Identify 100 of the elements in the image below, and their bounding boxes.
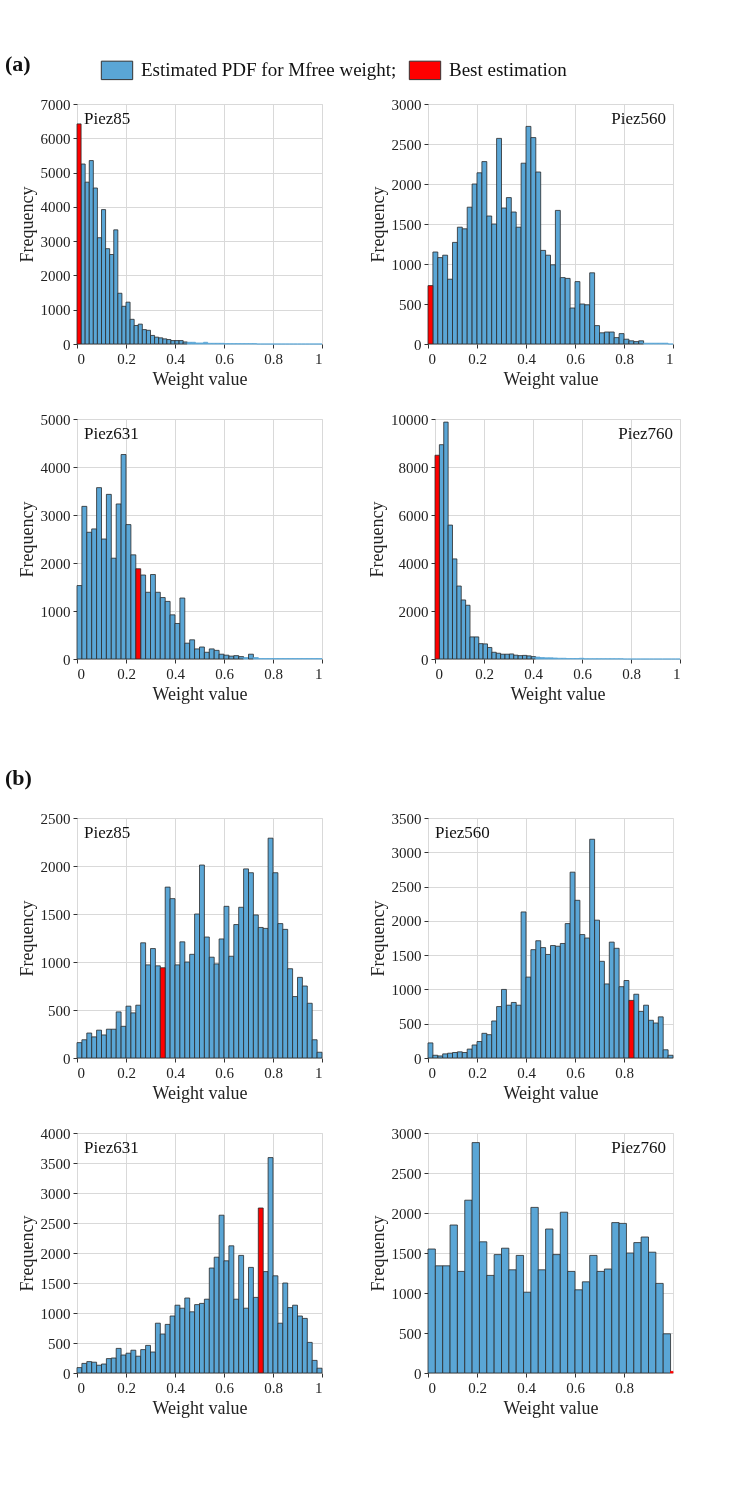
x-tick-label: 0.2 <box>117 350 136 367</box>
y-tick-label: 6000 <box>398 507 429 524</box>
y-tick-label: 1500 <box>391 947 422 964</box>
y-tick-label: 2000 <box>40 555 71 572</box>
x-tick-label: 0.8 <box>264 665 283 682</box>
x-tick-label: 0.8 <box>264 1379 283 1396</box>
x-tick-label: 0.4 <box>517 350 537 367</box>
y-tick-label: 1000 <box>391 256 422 273</box>
y-tick-label: 500 <box>399 1016 422 1033</box>
x-axis-title: Weight value <box>503 368 599 389</box>
x-axis-title: Weight value <box>503 1397 599 1418</box>
y-tick-label: 8000 <box>398 459 429 476</box>
x-tick-label: 0.6 <box>573 665 593 682</box>
y-tick-label: 500 <box>399 296 422 313</box>
y-tick-label: 0 <box>63 1365 71 1382</box>
y-tick-label: 2000 <box>40 267 71 284</box>
y-tick-label: 0 <box>414 336 422 353</box>
y-tick-label: 1500 <box>391 1245 422 1262</box>
y-tick-label: 2500 <box>391 1165 422 1182</box>
y-tick-label: 2500 <box>40 810 71 827</box>
chart-title: Piez760 <box>611 1138 666 1157</box>
x-tick-label: 0.2 <box>475 665 494 682</box>
y-tick-label: 2500 <box>391 136 422 153</box>
y-tick-label: 3000 <box>40 233 71 250</box>
x-axis-title: Weight value <box>503 1082 599 1103</box>
x-tick-label: 0 <box>77 1064 85 1081</box>
x-tick-label: 1 <box>315 1379 323 1396</box>
x-tick-label: 1 <box>666 350 674 367</box>
y-tick-label: 3500 <box>40 1155 71 1172</box>
y-tick-label: 3000 <box>391 1125 422 1142</box>
y-tick-label: 0 <box>63 1050 71 1067</box>
legend-label: Estimated PDF for Mfree weight; <box>141 59 397 81</box>
y-tick-label: 3000 <box>40 1185 71 1202</box>
x-tick-label: 0.2 <box>117 1379 136 1396</box>
y-axis-title: Frequency <box>367 186 388 263</box>
x-axis-title: Weight value <box>152 1397 248 1418</box>
x-tick-label: 0.6 <box>566 350 586 367</box>
x-tick-label: 0.8 <box>615 350 634 367</box>
y-tick-label: 1000 <box>40 302 71 319</box>
x-tick-label: 1 <box>315 665 323 682</box>
y-axis-title: Frequency <box>16 1215 37 1292</box>
y-tick-label: 2500 <box>391 879 422 896</box>
text: (b) <box>5 765 32 790</box>
x-tick-label: 0 <box>77 1379 85 1396</box>
chart-title: Piez560 <box>611 109 666 128</box>
y-tick-label: 2000 <box>391 1205 422 1222</box>
x-tick-label: 0.4 <box>524 665 544 682</box>
y-tick-label: 2000 <box>40 858 71 875</box>
y-tick-label: 0 <box>414 1365 422 1382</box>
y-tick-label: 3000 <box>40 507 71 524</box>
y-tick-label: 1500 <box>40 1275 71 1292</box>
x-tick-label: 0.4 <box>166 665 186 682</box>
x-tick-label: 0.6 <box>215 1379 235 1396</box>
x-tick-label: 0.2 <box>468 1379 487 1396</box>
y-axis-title: Frequency <box>367 900 388 977</box>
chart-title: Piez85 <box>84 109 131 128</box>
legend-label: Best estimation <box>449 59 568 81</box>
y-tick-label: 0 <box>421 651 429 668</box>
x-tick-label: 0.6 <box>215 665 235 682</box>
y-tick-label: 6000 <box>40 130 71 147</box>
y-tick-label: 1500 <box>40 906 71 923</box>
x-axis-title: Weight value <box>510 683 606 704</box>
x-tick-label: 0.4 <box>166 350 186 367</box>
x-tick-label: 0.4 <box>517 1379 537 1396</box>
x-tick-label: 0.8 <box>264 350 283 367</box>
x-tick-label: 0.2 <box>117 1064 136 1081</box>
x-tick-label: 0.2 <box>468 350 487 367</box>
x-tick-label: 0.8 <box>615 1064 634 1081</box>
y-tick-label: 5000 <box>40 165 71 182</box>
y-tick-label: 4000 <box>40 199 71 216</box>
x-tick-label: 0.6 <box>215 1064 235 1081</box>
x-axis-title: Weight value <box>152 368 248 389</box>
x-tick-label: 0.2 <box>468 1064 487 1081</box>
y-tick-label: 4000 <box>40 1125 71 1142</box>
x-tick-label: 0.6 <box>566 1379 586 1396</box>
x-tick-label: 0.4 <box>517 1064 537 1081</box>
y-tick-label: 3000 <box>391 844 422 861</box>
x-tick-label: 0.4 <box>166 1379 186 1396</box>
y-tick-label: 4000 <box>40 459 71 476</box>
x-tick-label: 0.4 <box>166 1064 186 1081</box>
chart-title: Piez85 <box>84 823 131 842</box>
y-tick-label: 1000 <box>40 954 71 971</box>
x-tick-label: 1 <box>315 350 323 367</box>
chart-title: Piez760 <box>618 424 673 443</box>
x-tick-label: 1 <box>315 1064 323 1081</box>
x-tick-label: 0.8 <box>622 665 641 682</box>
y-tick-label: 10000 <box>391 411 429 428</box>
chart-title: Piez631 <box>84 424 139 443</box>
y-tick-label: 2000 <box>40 1245 71 1262</box>
y-tick-label: 1000 <box>391 1285 422 1302</box>
y-tick-label: 4000 <box>398 555 429 572</box>
y-tick-label: 5000 <box>40 411 71 428</box>
y-tick-label: 2000 <box>398 603 429 620</box>
x-tick-label: 1 <box>673 665 681 682</box>
y-tick-label: 0 <box>63 336 71 353</box>
y-tick-label: 2000 <box>391 176 422 193</box>
y-tick-label: 0 <box>63 651 71 668</box>
x-tick-label: 0 <box>435 665 443 682</box>
x-axis-title: Weight value <box>152 1082 248 1103</box>
x-tick-label: 0 <box>77 350 85 367</box>
